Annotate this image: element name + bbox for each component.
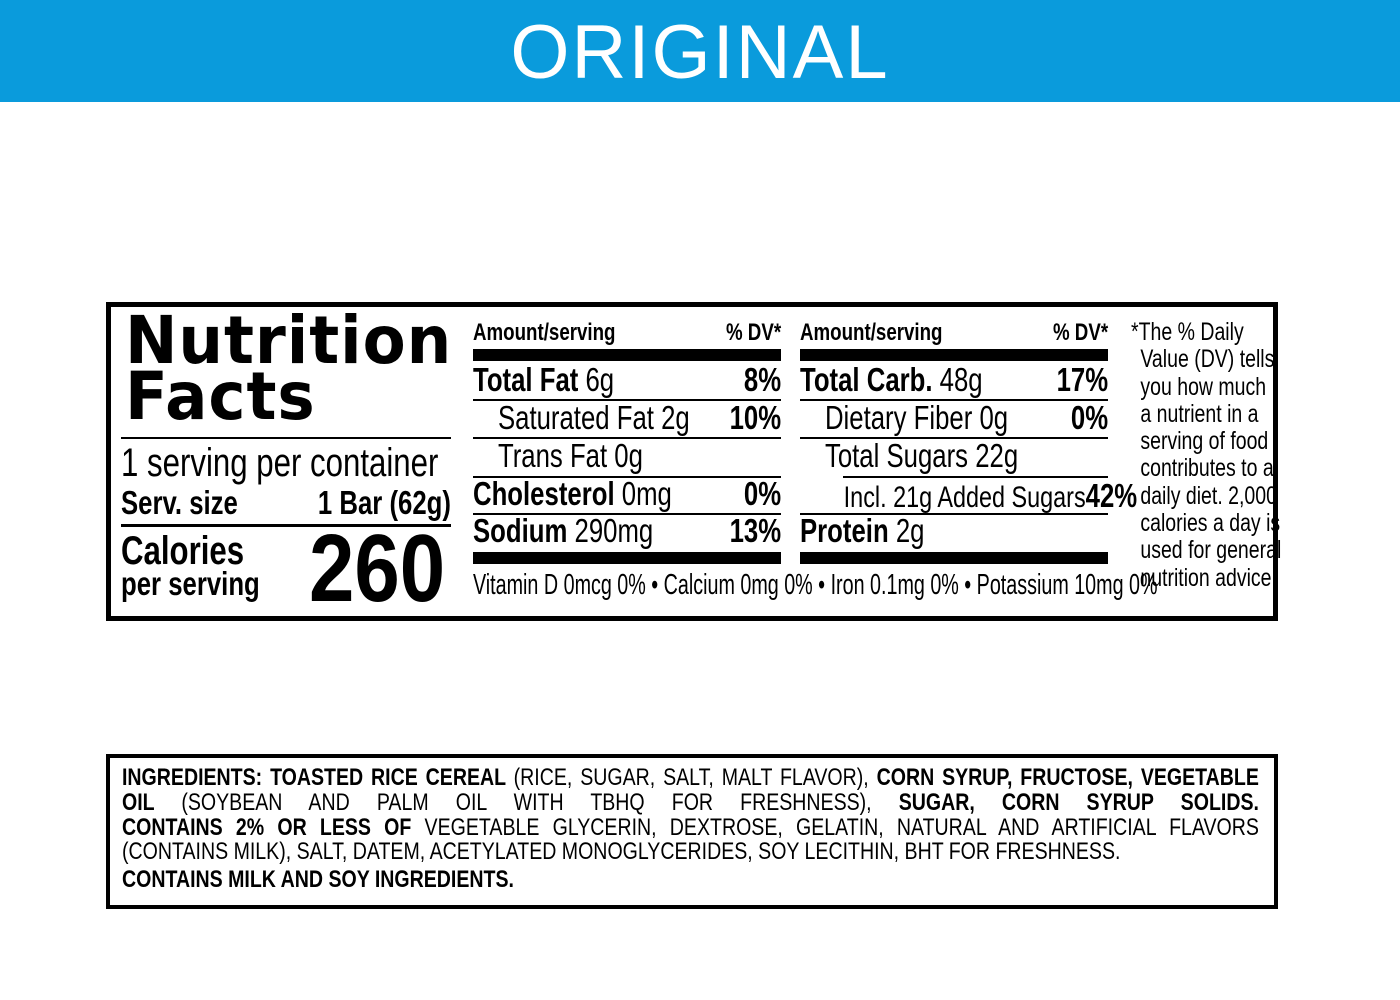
ingredients-text: INGREDIENTS: TOASTED RICE CEREAL (RICE, … bbox=[122, 764, 1259, 894]
divider bbox=[121, 524, 451, 527]
dv-value: 0% bbox=[1070, 399, 1109, 436]
ingredients-panel: INGREDIENTS: TOASTED RICE CEREAL (RICE, … bbox=[106, 754, 1278, 909]
amount-header: Amount/serving bbox=[473, 319, 616, 346]
nutrient-row: Dietary Fiber 0g 0% bbox=[824, 399, 1109, 436]
column-header: Amount/serving % DV* bbox=[800, 319, 1108, 347]
thick-divider bbox=[473, 349, 781, 361]
nutrition-facts-title: Nutrition Facts bbox=[125, 302, 453, 435]
column-header: Amount/serving % DV* bbox=[473, 319, 781, 347]
dv-header: % DV* bbox=[725, 319, 782, 346]
micronutrients: Vitamin D 0mcg 0% • Calcium 0mg 0% • Iro… bbox=[473, 569, 1158, 601]
dv-value: 17% bbox=[1056, 361, 1109, 398]
calories-value: 260 bbox=[309, 515, 446, 622]
calories-label: Calories bbox=[121, 529, 245, 573]
divider bbox=[121, 437, 451, 439]
banner-title: ORIGINAL bbox=[510, 10, 890, 95]
dv-footnote: *The % Daily Value (DV) tells you how mu… bbox=[1131, 318, 1282, 592]
dv-header: % DV* bbox=[1052, 319, 1109, 346]
serving-size-label: Serv. size bbox=[121, 484, 238, 521]
nutrient-row: Incl. 21g Added Sugars 42% bbox=[843, 477, 1138, 514]
nutrient-row: Sodium 290mg 13% bbox=[473, 512, 782, 549]
title-line-1: Nutrition bbox=[125, 302, 453, 379]
amount-header: Amount/serving bbox=[800, 319, 943, 346]
product-banner: ORIGINAL bbox=[0, 0, 1400, 102]
title-line-2: Facts bbox=[125, 358, 316, 435]
dv-value: 0% bbox=[743, 475, 782, 512]
serving-size-row: Serv. size 1 Bar (62g) bbox=[121, 484, 451, 522]
nutrient-row: Total Carb. 48g 17% bbox=[800, 361, 1109, 398]
dv-value: 8% bbox=[743, 361, 782, 398]
calories-sublabel: per serving bbox=[121, 565, 260, 602]
nutrition-facts-panel: Nutrition Facts 1 serving per container … bbox=[106, 302, 1282, 622]
serving-size-value: 1 Bar (62g) bbox=[317, 484, 451, 521]
allergen-statement: CONTAINS MILK AND SOY INGREDIENTS. bbox=[122, 866, 514, 894]
servings-per-container: 1 serving per container bbox=[121, 441, 439, 485]
dv-value: 13% bbox=[729, 512, 782, 549]
dv-value: 42% bbox=[1085, 477, 1138, 514]
nutrient-row: Cholesterol 0mg 0% bbox=[473, 475, 782, 512]
nutrient-row: Protein 2g bbox=[800, 512, 925, 549]
dv-value: 10% bbox=[729, 399, 782, 436]
nutrient-row: Saturated Fat 2g 10% bbox=[497, 399, 782, 436]
thick-divider bbox=[473, 552, 781, 564]
nutrient-row: Total Sugars 22g bbox=[824, 437, 1019, 474]
nutrient-row: Trans Fat 0g bbox=[497, 437, 643, 474]
nutrient-row: Total Fat 6g 8% bbox=[473, 361, 782, 398]
